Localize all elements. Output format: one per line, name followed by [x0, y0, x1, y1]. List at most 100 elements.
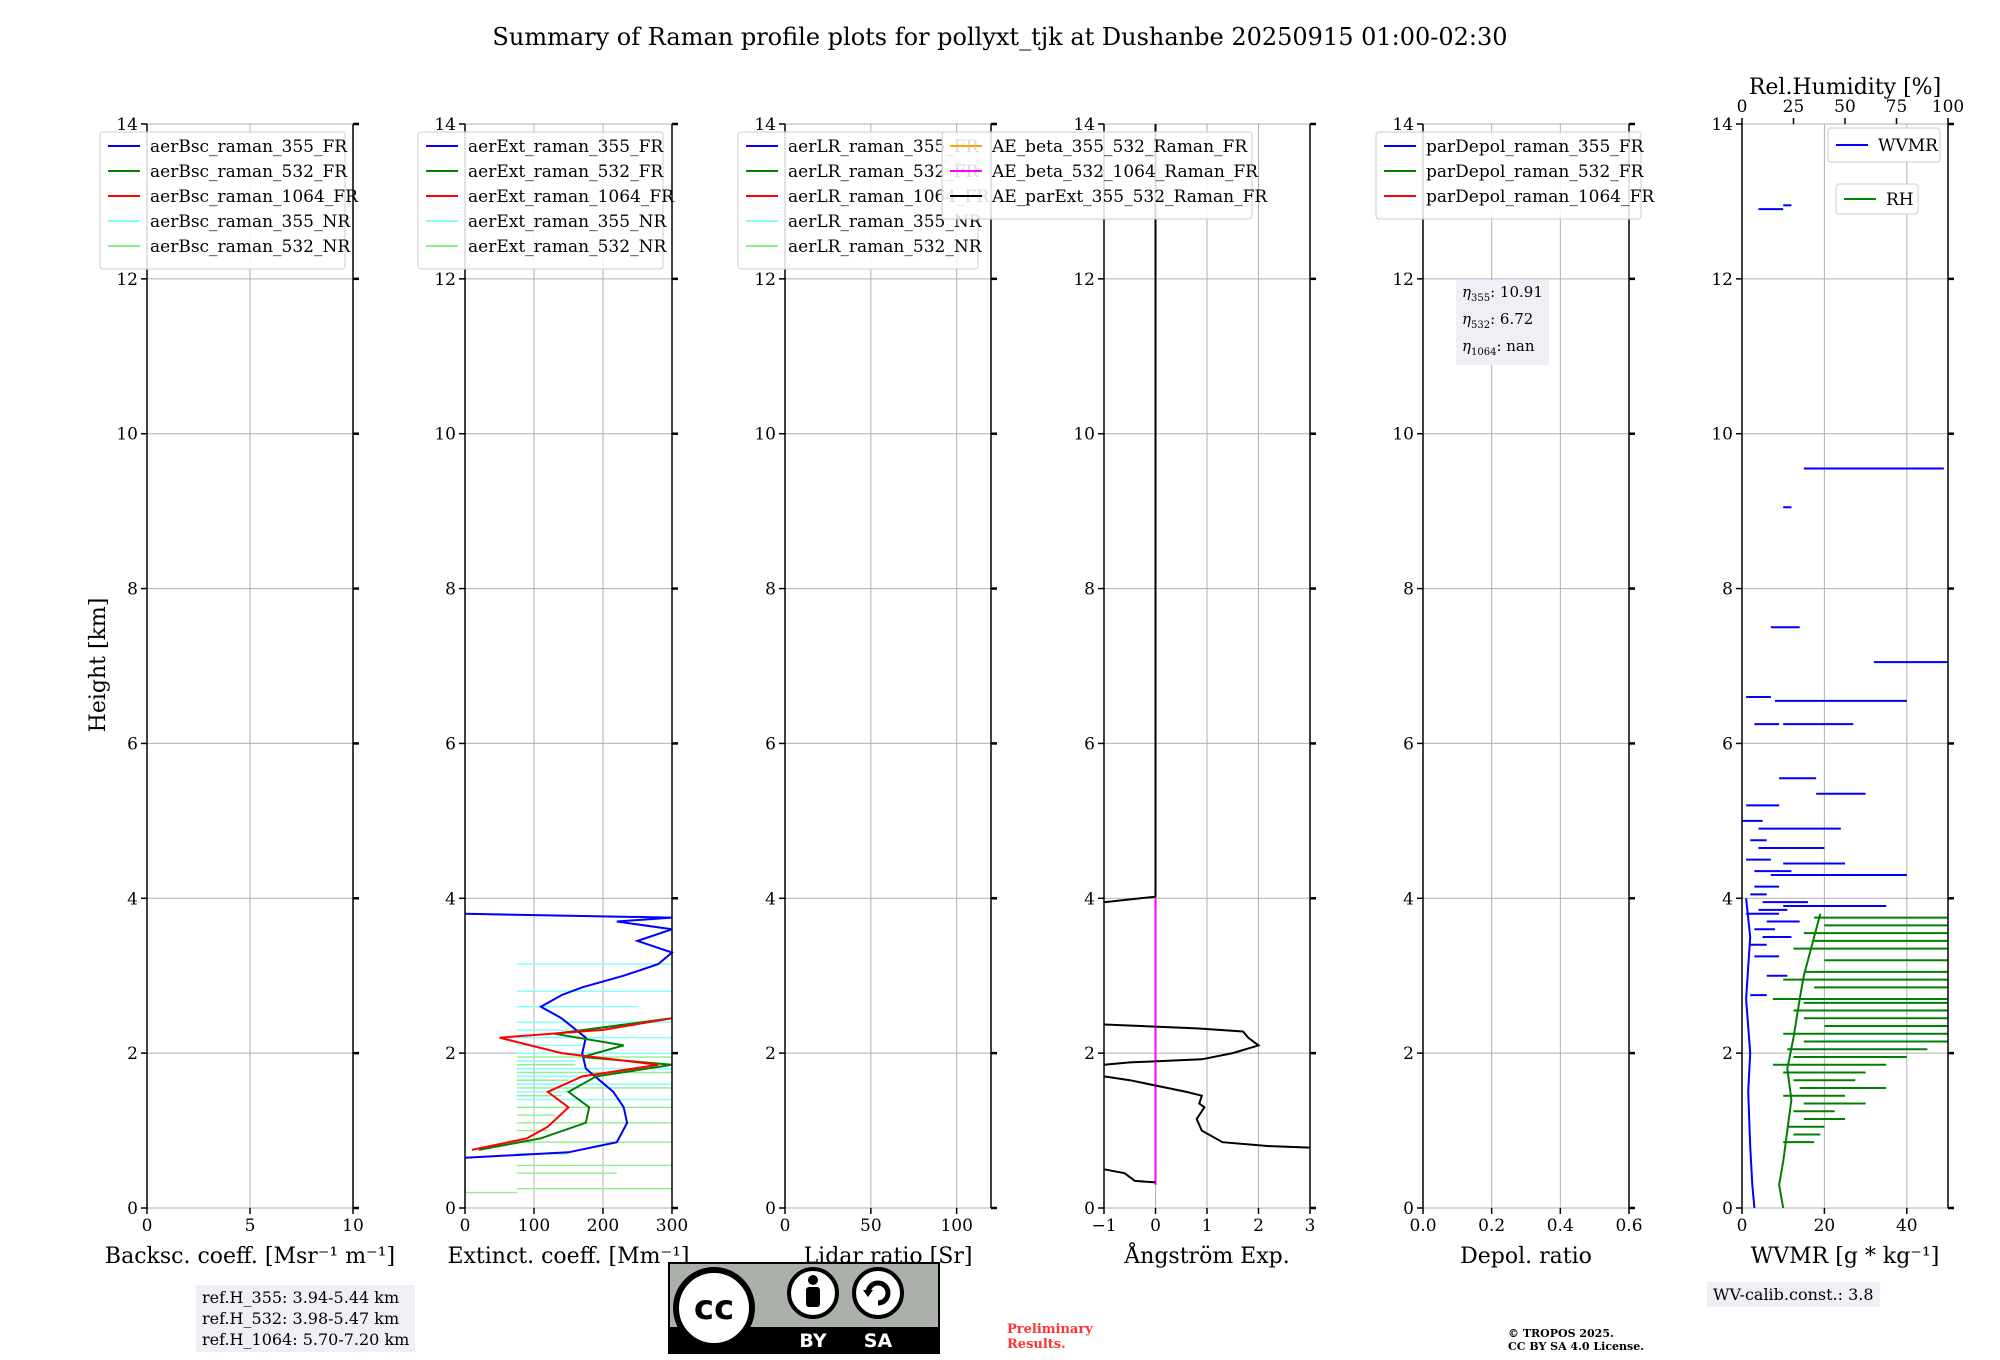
y-tick-label: 2: [127, 1044, 138, 1064]
legend-label: aerExt_raman_532_NR: [468, 237, 667, 257]
legend-depolarization: parDepol_raman_355_FR parDepol_raman_532_…: [1375, 131, 1655, 220]
y-tick-label: 14: [1392, 115, 1414, 135]
series-line-aerExt_raman_355_NR: [516, 963, 672, 1109]
legend-frame: [941, 131, 1253, 220]
y-tick-label: 6: [127, 734, 138, 754]
x-tick-label: 0: [1737, 1216, 1748, 1236]
legend-extinction: aerExt_raman_355_FR aerExt_raman_532_FRae…: [417, 131, 675, 270]
y-tick-label: 6: [765, 734, 776, 754]
y-tick-label: 2: [445, 1044, 456, 1064]
sa-sharealike-icon: [852, 1267, 904, 1319]
legend-WVMR: WVMR: [1827, 127, 1941, 163]
copyright-line-2: CC BY SA 4.0 License.: [1508, 1340, 1644, 1353]
legend-label: aerLR_raman_355_FR: [788, 137, 980, 157]
y-tick-label: 2: [1722, 1044, 1733, 1064]
y-tick-label: 10: [116, 425, 138, 445]
eta-532: η532: 6.72: [1462, 310, 1534, 331]
y-tick-label: 8: [127, 580, 138, 600]
x-tick-label: 3: [1305, 1216, 1316, 1236]
top-tick-label: 50: [1834, 97, 1856, 117]
y-tick-label: 0: [765, 1199, 776, 1219]
legend-frame: [1835, 183, 1919, 215]
reference-height-box: ref.H_355: 3.94-5.44 km ref.H_532: 3.98-…: [196, 1285, 416, 1352]
x-tick-label: 1: [1202, 1216, 1213, 1236]
y-tick-label: 12: [434, 270, 456, 290]
x-tick-label: 100: [940, 1216, 972, 1236]
x-axis-label: WVMR [g * kg⁻¹]: [1751, 1244, 1940, 1269]
x-tick-label: 0.6: [1615, 1216, 1642, 1236]
x-tick-label: 0.2: [1478, 1216, 1505, 1236]
legend-label: WVMR: [1878, 136, 1939, 156]
legend-angstrom: AE_beta_355_532_Raman_FR AE_beta_532_1064…: [941, 131, 1268, 220]
plot-area-water_vapor: [1742, 204, 1948, 1209]
y-tick-label: 2: [765, 1044, 776, 1064]
x-axis-label: Backsc. coeff. [Msr⁻¹ m⁻¹]: [105, 1244, 395, 1269]
panel-backscatter: 0 2 4 6 8 10 12 14 0 5 10 Backsc. coeff. [Msr⁻¹ m⁻¹…: [99, 115, 395, 1269]
y-tick-label: 10: [1073, 425, 1095, 445]
legend-label: AE_beta_355_532_Raman_FR: [991, 137, 1248, 157]
legend-frame: [417, 131, 664, 270]
legend-label: aerExt_raman_355_FR: [468, 137, 664, 157]
y-tick-label: 4: [127, 889, 138, 909]
y-tick-label: 8: [1403, 580, 1414, 600]
preliminary-line-2: Results.: [1007, 1337, 1066, 1352]
y-tick-label: 8: [1084, 580, 1095, 600]
y-tick-label: 4: [1403, 889, 1414, 909]
y-tick-label: 6: [1403, 734, 1414, 754]
figure-title: Summary of Raman profile plots for polly…: [492, 23, 1507, 51]
top-tick-label: 100: [1932, 97, 1964, 117]
y-tick-label: 6: [1084, 734, 1095, 754]
y-tick-label: 14: [434, 115, 456, 135]
plot-area-angstrom: [1103, 124, 1311, 1185]
preliminary-note: Preliminary Results.: [1007, 1322, 1093, 1352]
legend-label: aerBsc_raman_1064_FR: [150, 187, 359, 207]
legend-frame: [99, 131, 346, 270]
series-line-AE_parExt_355_532_Raman_FR: [1103, 1023, 1261, 1066]
x-tick-label: 200: [587, 1216, 619, 1236]
legend-RH: RH: [1835, 183, 1919, 215]
series-line-aerExt_raman_532_NR: [465, 1056, 672, 1194]
legend-label: AE_beta_532_1064_Raman_FR: [991, 162, 1259, 182]
eta-1064: η1064: nan: [1462, 337, 1535, 358]
copyright-note: © TROPOS 2025. CC BY SA 4.0 License.: [1508, 1327, 1644, 1353]
legend-label: aerExt_raman_355_NR: [468, 212, 667, 232]
ref-height-1064: ref.H_1064: 5.70-7.20 km: [202, 1330, 410, 1349]
y-tick-label: 8: [445, 580, 456, 600]
y-tick-label: 10: [1392, 425, 1414, 445]
series-line-RH: [1778, 913, 1822, 1209]
y-axis-label: Height [km]: [86, 598, 111, 733]
y-tick-label: 12: [754, 270, 776, 290]
eta-box: η355: 10.91 η532: 6.72 η1064: nan: [1456, 280, 1549, 365]
legend-frame: [1375, 131, 1642, 220]
cc-logo-icon: [673, 1267, 755, 1349]
y-tick-label: 12: [116, 270, 138, 290]
series-line-aerExt_raman_355_FR: [464, 912, 675, 1159]
legend-label: aerExt_raman_1064_FR: [468, 187, 675, 207]
x-tick-label: −1: [1091, 1216, 1116, 1236]
panel-extinction: 0 2 4 6 8 10 12 14 0 100 200 300 Extinct. coeff. [Mm…: [417, 115, 690, 1269]
y-tick-label: 14: [754, 115, 776, 135]
y-tick-label: 10: [754, 425, 776, 445]
legend-label: aerLR_raman_532_FR: [788, 162, 980, 182]
y-tick-label: 0: [1403, 1199, 1414, 1219]
series-line-WVMR: [1745, 898, 1756, 1209]
legend-lidar_ratio: aerLR_raman_355_FR aerLR_raman_532_FR aerL…: [737, 131, 990, 270]
y-tick-label: 0: [1084, 1199, 1095, 1219]
x-tick-label: 0: [780, 1216, 791, 1236]
x-axis-label: Extinct. coeff. [Mm⁻¹]: [447, 1244, 689, 1269]
svg-text:cc: cc: [694, 1288, 734, 1328]
y-tick-label: 4: [445, 889, 456, 909]
top-tick-label: 75: [1886, 97, 1908, 117]
legend-label: parDepol_raman_355_FR: [1426, 137, 1645, 157]
legend-label: AE_parExt_355_532_Raman_FR: [991, 187, 1268, 207]
y-tick-label: 4: [1722, 889, 1733, 909]
legend-label: aerBsc_raman_532_NR: [150, 237, 351, 257]
y-tick-label: 8: [1722, 580, 1733, 600]
y-tick-label: 6: [1722, 734, 1733, 754]
series-line-AE_parExt_355_532_Raman_FR: [1103, 124, 1157, 904]
y-tick-label: 8: [765, 580, 776, 600]
svg-text:BY: BY: [799, 1330, 826, 1352]
